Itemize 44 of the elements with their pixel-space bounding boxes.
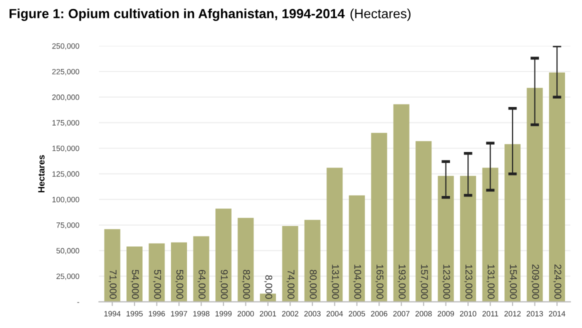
data-label: 209,000 <box>531 264 540 299</box>
bar <box>371 132 388 302</box>
bar <box>549 72 566 302</box>
bar <box>526 88 543 302</box>
data-label: 154,000 <box>508 264 517 299</box>
data-label: 74,000 <box>286 270 294 299</box>
y-axis-title: Hectares <box>38 155 45 192</box>
data-label: 58,000 <box>175 270 184 299</box>
data-label: 157,000 <box>420 264 428 299</box>
bar <box>215 208 232 302</box>
bar <box>482 168 498 302</box>
bar <box>326 168 343 302</box>
data-label: 123,000 <box>442 264 450 299</box>
data-label: 165,000 <box>375 264 384 299</box>
data-label: 123,000 <box>464 264 472 299</box>
data-label: 64,000 <box>197 270 206 299</box>
bar <box>348 195 365 302</box>
bar <box>148 243 165 302</box>
data-label: 91,000 <box>220 270 228 299</box>
bar <box>282 226 298 302</box>
data-label: 54,000 <box>130 270 139 299</box>
bar <box>504 144 521 302</box>
data-label: 57,000 <box>152 270 162 299</box>
bar <box>104 229 120 302</box>
data-label: 71,000 <box>108 270 117 299</box>
bar <box>170 242 187 302</box>
bar <box>126 246 143 302</box>
bar <box>416 141 432 302</box>
bar <box>193 236 210 302</box>
data-label: 131,000 <box>330 264 339 299</box>
bar <box>238 218 254 302</box>
data-label: 104,000 <box>353 264 362 299</box>
data-label: 131,000 <box>486 264 495 299</box>
data-label: 224,000 <box>553 264 562 299</box>
data-label: 193,000 <box>398 264 406 299</box>
bar <box>304 220 320 302</box>
data-label: 80,000 <box>308 270 317 299</box>
chart-title: Figure 1: Opium cultivation in Afghanistan, 1994-2014 <box>10 8 345 21</box>
data-label: 8,000 <box>264 275 272 299</box>
data-label: 82,000 <box>242 270 250 299</box>
bar <box>393 104 410 302</box>
chart-subtitle: (Hectares) <box>350 8 410 21</box>
bar <box>460 176 476 302</box>
bar <box>438 176 454 302</box>
